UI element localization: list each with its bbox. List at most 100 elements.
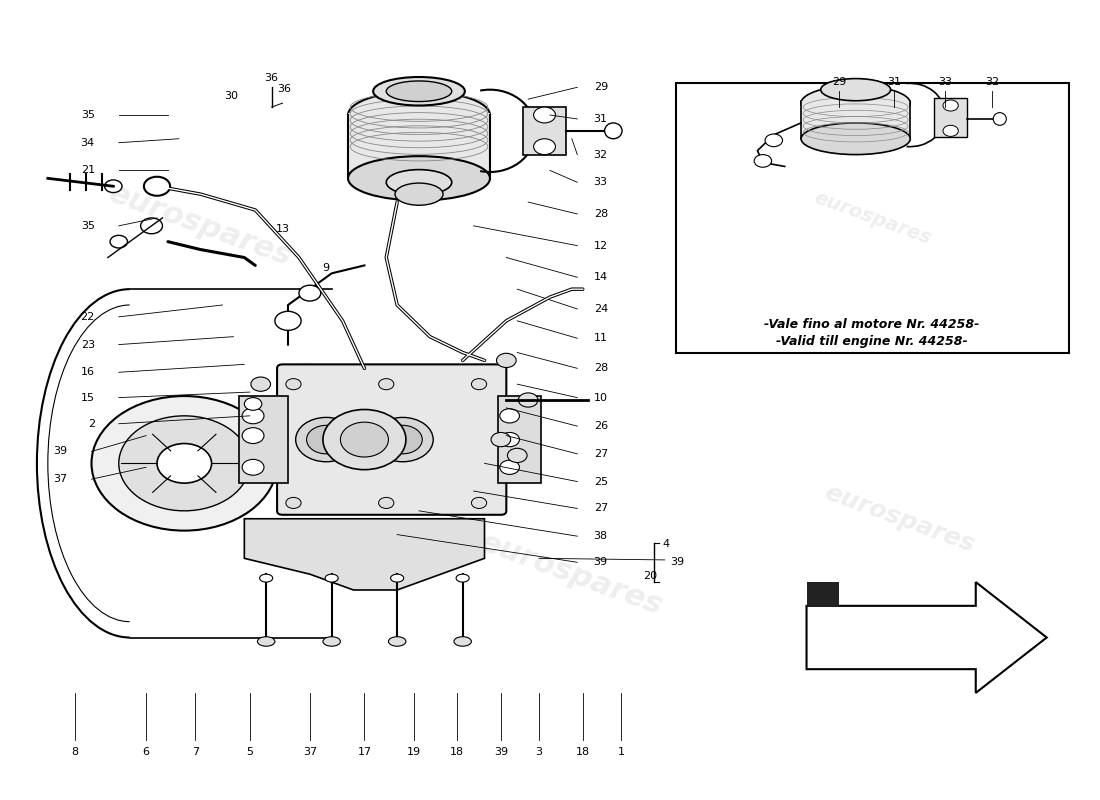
Circle shape — [119, 416, 250, 511]
Text: 16: 16 — [80, 367, 95, 378]
Circle shape — [518, 393, 538, 407]
Ellipse shape — [605, 123, 623, 138]
Ellipse shape — [348, 91, 490, 138]
Text: 22: 22 — [80, 312, 95, 322]
Circle shape — [157, 443, 211, 483]
Text: 18: 18 — [450, 747, 464, 758]
Text: 33: 33 — [594, 178, 607, 187]
Bar — [806, 582, 839, 606]
Text: 32: 32 — [986, 78, 999, 87]
Circle shape — [323, 410, 406, 470]
Bar — [239, 396, 288, 483]
Circle shape — [499, 433, 519, 446]
Text: 36: 36 — [277, 84, 292, 94]
Circle shape — [378, 498, 394, 509]
Text: 39: 39 — [494, 747, 508, 758]
Ellipse shape — [454, 637, 472, 646]
Text: 6: 6 — [143, 747, 150, 758]
Text: 3: 3 — [536, 747, 542, 758]
Circle shape — [507, 448, 527, 462]
Ellipse shape — [373, 77, 465, 106]
Text: 37: 37 — [302, 747, 317, 758]
Circle shape — [144, 177, 170, 196]
Text: 12: 12 — [594, 241, 608, 250]
Circle shape — [242, 428, 264, 443]
Bar — [522, 107, 566, 154]
Ellipse shape — [801, 123, 910, 154]
Text: 28: 28 — [594, 363, 608, 374]
Text: 5: 5 — [246, 747, 253, 758]
Text: 39: 39 — [670, 558, 684, 567]
Text: 34: 34 — [80, 138, 95, 148]
Circle shape — [534, 107, 556, 123]
Text: 39: 39 — [54, 446, 67, 457]
Circle shape — [755, 154, 771, 167]
Ellipse shape — [388, 637, 406, 646]
Text: 17: 17 — [358, 747, 372, 758]
Circle shape — [766, 134, 782, 146]
Bar — [348, 114, 490, 178]
Circle shape — [372, 418, 433, 462]
Ellipse shape — [395, 183, 443, 206]
Text: 28: 28 — [594, 209, 608, 219]
Ellipse shape — [993, 113, 1007, 126]
Circle shape — [499, 409, 519, 423]
Ellipse shape — [456, 574, 470, 582]
Text: eurospares: eurospares — [106, 179, 296, 273]
Ellipse shape — [386, 81, 452, 102]
Text: 26: 26 — [594, 421, 608, 431]
Circle shape — [244, 398, 262, 410]
Text: 7: 7 — [191, 747, 199, 758]
Circle shape — [141, 218, 163, 234]
Text: -Vale fino al motore Nr. 44258-: -Vale fino al motore Nr. 44258- — [764, 318, 980, 331]
Text: 31: 31 — [887, 78, 901, 87]
Circle shape — [378, 378, 394, 390]
Text: 18: 18 — [575, 747, 590, 758]
Ellipse shape — [801, 86, 910, 121]
Text: 9: 9 — [322, 263, 330, 274]
Text: 33: 33 — [938, 78, 953, 87]
Text: 29: 29 — [833, 78, 846, 87]
Ellipse shape — [326, 574, 338, 582]
Text: 19: 19 — [407, 747, 420, 758]
Text: 15: 15 — [80, 393, 95, 402]
Circle shape — [472, 378, 486, 390]
Circle shape — [296, 418, 356, 462]
Ellipse shape — [390, 574, 404, 582]
Text: 8: 8 — [72, 747, 79, 758]
Ellipse shape — [323, 637, 340, 646]
Circle shape — [496, 354, 516, 367]
Text: 27: 27 — [594, 503, 608, 514]
Text: 37: 37 — [54, 474, 67, 484]
Polygon shape — [806, 582, 1047, 693]
Text: 35: 35 — [80, 221, 95, 231]
Text: 38: 38 — [594, 531, 608, 541]
Text: 29: 29 — [594, 82, 608, 92]
Text: 35: 35 — [80, 110, 95, 120]
Ellipse shape — [260, 574, 273, 582]
Text: 27: 27 — [594, 449, 608, 459]
Circle shape — [104, 180, 122, 193]
Circle shape — [383, 426, 422, 454]
Text: 11: 11 — [594, 334, 607, 343]
Circle shape — [472, 498, 486, 509]
Bar — [675, 83, 1068, 353]
Circle shape — [286, 498, 301, 509]
Text: 24: 24 — [594, 304, 608, 314]
Circle shape — [91, 396, 277, 530]
Text: 21: 21 — [80, 166, 95, 175]
Bar — [801, 101, 910, 138]
Circle shape — [286, 378, 301, 390]
Circle shape — [340, 422, 388, 457]
Circle shape — [275, 311, 301, 330]
Text: eurospares: eurospares — [811, 188, 933, 248]
Ellipse shape — [386, 170, 452, 195]
Text: 36: 36 — [265, 74, 278, 83]
Text: 14: 14 — [594, 272, 608, 282]
Text: 13: 13 — [275, 224, 289, 234]
Text: 1: 1 — [617, 747, 625, 758]
Text: eurospares: eurospares — [476, 527, 668, 621]
Circle shape — [499, 460, 519, 474]
FancyBboxPatch shape — [277, 364, 506, 514]
Ellipse shape — [821, 78, 891, 101]
